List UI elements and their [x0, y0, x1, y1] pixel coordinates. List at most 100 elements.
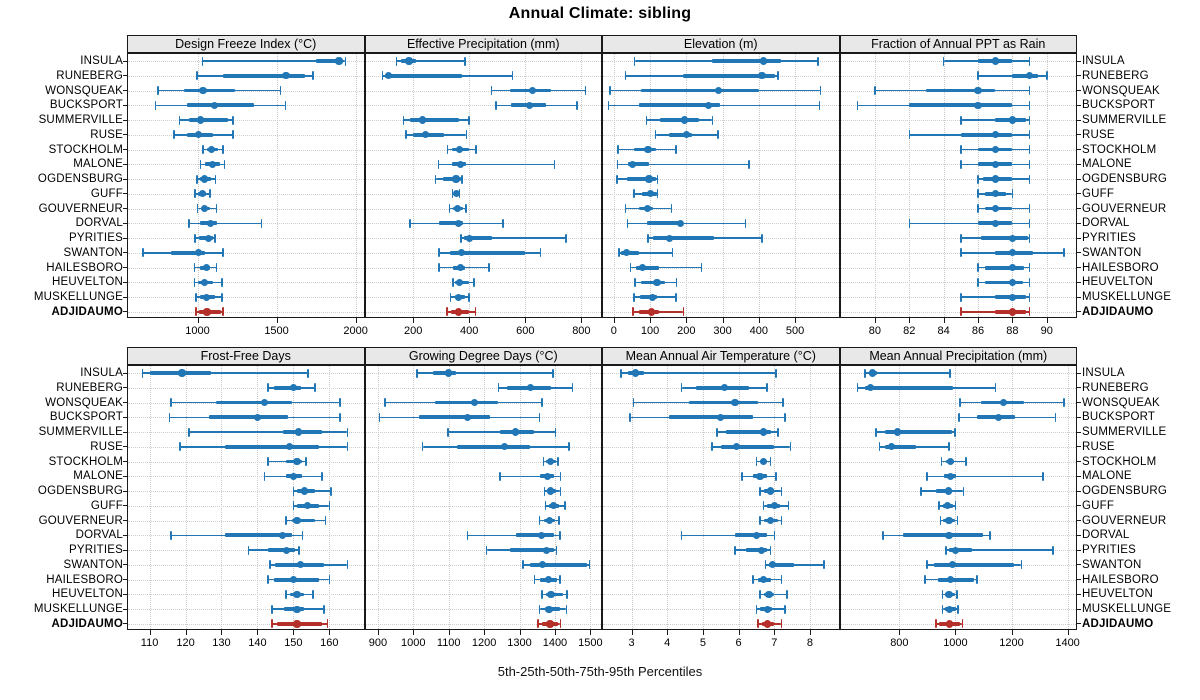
- iqr-bar: [546, 592, 564, 597]
- whisker-cap-high: [1028, 145, 1031, 155]
- row-guide: [128, 579, 364, 581]
- median-dot: [452, 190, 460, 198]
- row-guide: [840, 417, 1076, 419]
- iqr-bar: [726, 430, 771, 434]
- iqr-bar: [884, 430, 953, 434]
- whisker-cap-high: [344, 56, 347, 66]
- site-label-right: DORVAL: [1082, 217, 1130, 230]
- gridline-vertical: [276, 54, 278, 317]
- median-dot: [293, 590, 301, 598]
- iqr-bar: [316, 59, 343, 63]
- whisker-cap-low: [618, 248, 620, 258]
- whisker-cap-high: [744, 218, 747, 228]
- x-tick: [738, 630, 740, 635]
- panel-strip: Frost-Free Days: [127, 347, 365, 365]
- median-dot: [1008, 116, 1016, 124]
- iqr-bar: [184, 88, 236, 93]
- whisker-cap-low: [926, 560, 928, 570]
- gridline-vertical: [978, 54, 980, 317]
- median-dot: [648, 293, 656, 301]
- site-label-right: GOUVERNEUR: [1082, 202, 1167, 215]
- whisker-cap-low: [405, 130, 407, 140]
- row-guide: [365, 297, 601, 299]
- y-tick-right: [1077, 104, 1081, 106]
- median-dot: [952, 546, 960, 554]
- x-tick: [909, 318, 911, 323]
- gridline-vertical: [1011, 366, 1013, 629]
- site-label-left: MUSKELLUNGE: [33, 291, 123, 304]
- x-tick: [276, 318, 278, 323]
- whisker-cap-low: [908, 130, 910, 140]
- y-tick-right: [1077, 163, 1081, 165]
- panel-body: [839, 365, 1077, 630]
- gridline-vertical: [197, 54, 199, 317]
- whisker-cap-high: [1028, 130, 1031, 140]
- whisker-cap-low: [634, 277, 636, 287]
- iqr-bar: [641, 280, 666, 285]
- iqr-bar: [1012, 73, 1039, 78]
- whisker-cap-low: [607, 100, 610, 110]
- whisker-cap-high: [215, 263, 218, 273]
- whisker-cap-low: [626, 218, 629, 228]
- whisker-cap-high: [312, 589, 314, 599]
- whisker-cap-high: [675, 145, 677, 155]
- x-tick: [874, 318, 876, 323]
- site-label-left: ADJIDAUMO: [51, 617, 123, 630]
- median-dot: [717, 413, 725, 421]
- site-label-left: HAILESBORO: [46, 573, 123, 586]
- site-label-left: HEUVELTON: [51, 276, 123, 289]
- site-label-right: MUSKELLUNGE: [1082, 603, 1172, 616]
- x-tick-label: 900: [368, 637, 388, 649]
- x-tick: [149, 630, 151, 635]
- median-dot: [945, 531, 953, 539]
- iqr-bar: [208, 415, 288, 420]
- site-label-left: RUNEBERG: [56, 381, 123, 394]
- y-tick-left: [123, 222, 127, 224]
- x-tick: [613, 318, 615, 323]
- median-dot: [893, 428, 901, 436]
- iqr-bar: [659, 118, 699, 122]
- row-guide: [365, 520, 601, 522]
- median-dot: [758, 546, 766, 554]
- gridline-vertical: [774, 366, 776, 629]
- x-tick: [943, 318, 945, 323]
- whisker-cap-low: [680, 530, 683, 540]
- whisker-cap-low: [196, 204, 199, 214]
- iqr-bar: [291, 518, 315, 523]
- median-dot: [991, 160, 999, 168]
- row-guide: [128, 609, 364, 611]
- iqr-bar: [640, 295, 657, 300]
- row-guide: [128, 623, 364, 625]
- row-guide: [128, 491, 364, 493]
- iqr-bar: [621, 250, 640, 255]
- site-label-right: PYRITIES: [1082, 544, 1137, 557]
- row-guide: [840, 446, 1076, 448]
- whisker-cap-high: [468, 292, 470, 302]
- whisker-cap-low: [624, 204, 627, 214]
- median-dot: [948, 561, 956, 569]
- y-tick-left: [123, 296, 127, 298]
- median-dot: [644, 145, 652, 154]
- median-dot: [279, 531, 287, 539]
- row-guide: [603, 282, 839, 284]
- x-tick-label: 600: [516, 325, 535, 337]
- site-label-right: HEUVELTON: [1082, 276, 1154, 289]
- panel-body: [602, 365, 840, 630]
- site-label-left: MUSKELLUNGE: [33, 603, 123, 616]
- site-label-right: SUMMERVILLE: [1082, 426, 1167, 439]
- whisker-cap-low: [533, 575, 536, 585]
- x-tick: [590, 630, 592, 635]
- median-dot: [458, 249, 466, 257]
- y-tick-right: [1077, 119, 1081, 121]
- whisker-line: [681, 534, 775, 537]
- median-dot: [405, 57, 413, 65]
- whisker-cap-high: [1028, 263, 1031, 273]
- median-dot: [869, 369, 877, 377]
- median-dot: [1008, 308, 1016, 316]
- site-label-right: OGDENSBURG: [1082, 485, 1168, 498]
- row-guide: [128, 387, 364, 389]
- whisker-cap-high: [956, 516, 959, 526]
- whisker-cap-low: [497, 383, 500, 393]
- site-label-left: GUFF: [90, 499, 123, 512]
